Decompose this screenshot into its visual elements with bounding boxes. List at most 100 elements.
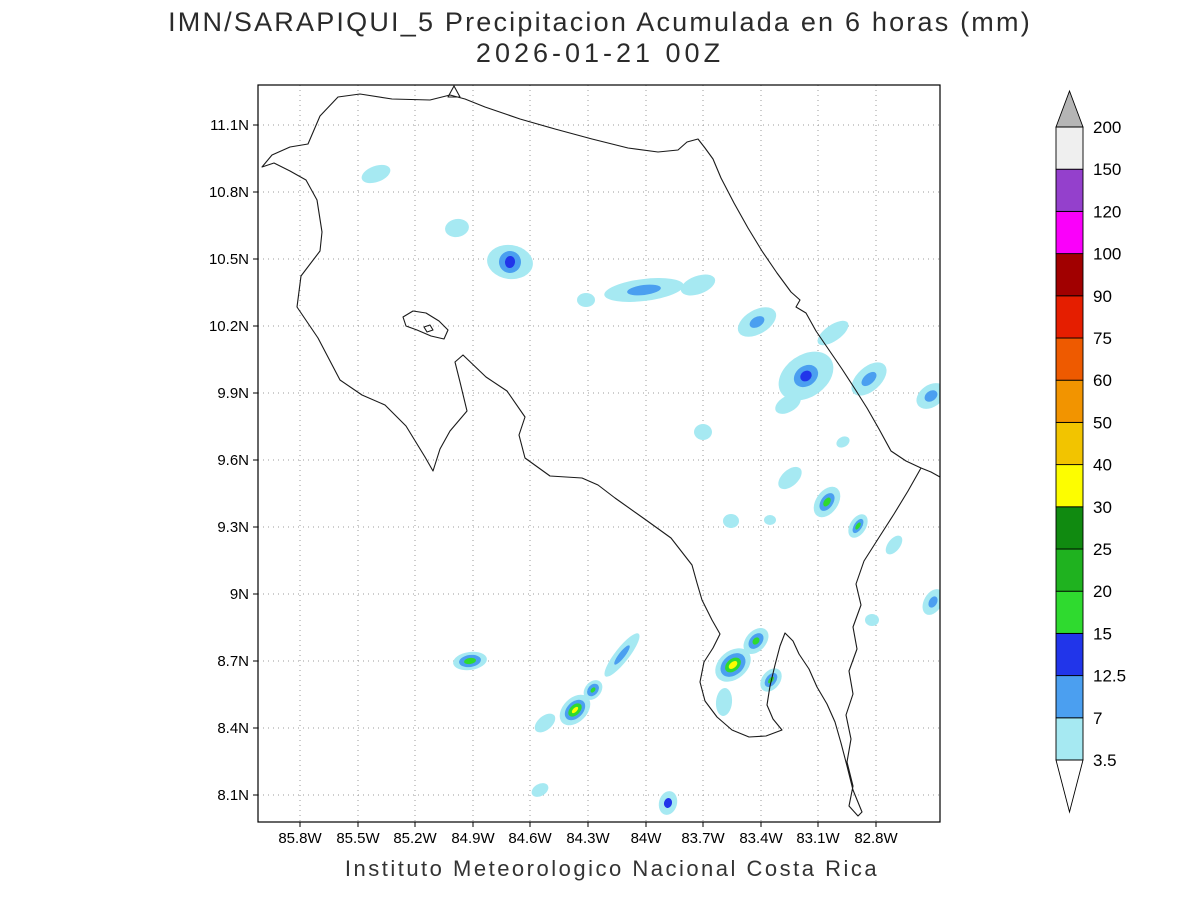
- colorbar-label: 150: [1093, 160, 1121, 179]
- colorbar-segment: [1055, 464, 1084, 508]
- precip-cell: [694, 424, 712, 440]
- y-tick-label: 10.5N: [209, 251, 249, 268]
- colorbar-segment: [1055, 337, 1084, 381]
- precip-contour: [823, 497, 831, 507]
- colorbar-label: 20: [1093, 582, 1112, 601]
- grid-lines: [258, 85, 940, 822]
- colorbar-segment: [1055, 717, 1084, 761]
- precip-contour: [577, 293, 595, 307]
- precip-contour: [663, 798, 673, 808]
- plot-border: [257, 84, 941, 823]
- colorbar-label: 30: [1093, 498, 1112, 517]
- colorbar-segment: [1055, 295, 1084, 339]
- x-tick-label: 85.2W: [393, 830, 437, 847]
- x-tick-label: 85.5W: [336, 830, 380, 847]
- colorbar-segment: [1055, 548, 1084, 592]
- coastline-path: [920, 467, 940, 478]
- colorbar-over-arrow: [1055, 89, 1084, 128]
- colorbar-label: 12.5: [1093, 667, 1126, 686]
- colorbar-label: 200: [1093, 118, 1121, 137]
- precip-contour: [464, 657, 476, 665]
- x-tick-label: 84W: [631, 830, 663, 847]
- x-tick-label: 82.8W: [854, 830, 898, 847]
- precip-contour: [800, 370, 812, 382]
- x-tick-label: 84.9W: [451, 830, 495, 847]
- precip-cell: [604, 278, 684, 302]
- x-tick-label: 83.7W: [681, 830, 725, 847]
- colorbar-segment: [1055, 253, 1084, 297]
- precip-cell: [817, 320, 849, 346]
- precipitation-shading: [361, 164, 940, 815]
- figure-title: IMN/SARAPIQUI_5 Precipitacion Acumulada …: [168, 7, 1032, 37]
- y-tick-label: 9.3N: [217, 519, 249, 536]
- precip-cell: [885, 535, 903, 555]
- precip-contour: [680, 274, 716, 296]
- coastline-path: [447, 85, 461, 98]
- precip-cell: [922, 589, 940, 615]
- y-tick-label: 8.7N: [217, 653, 249, 670]
- precip-contour: [590, 687, 596, 693]
- precip-cell: [851, 362, 887, 396]
- colorbar-segment: [1055, 421, 1084, 466]
- precip-cell: [778, 351, 834, 401]
- colorbar-segment: [1055, 590, 1084, 634]
- precip-cell: [445, 218, 469, 238]
- colorbar-segment: [1055, 506, 1084, 550]
- precip-contour: [531, 783, 549, 797]
- precip-contour: [928, 596, 938, 608]
- y-tick-label: 9N: [230, 586, 249, 603]
- precip-contour: [775, 394, 801, 414]
- colorbar-label: 7: [1093, 709, 1102, 728]
- colorbar-label: 40: [1093, 456, 1112, 475]
- precip-cell: [848, 514, 868, 538]
- colorbar-segment: [1055, 168, 1084, 212]
- precip-cell: [583, 680, 603, 700]
- precip-cell: [577, 293, 595, 307]
- precip-contour: [694, 424, 712, 440]
- precip-cell: [680, 274, 716, 296]
- precip-contour: [855, 522, 861, 530]
- axis-ticks: [253, 124, 877, 827]
- x-tick-label: 83.4W: [739, 830, 783, 847]
- colorbar-label: 25: [1093, 540, 1112, 559]
- y-tick-label: 11.1N: [210, 117, 249, 134]
- colorbar-segment: [1055, 126, 1084, 170]
- precip-cell: [453, 651, 487, 671]
- x-tick-label: 85.8W: [278, 830, 322, 847]
- y-tick-label: 9.6N: [217, 452, 249, 469]
- colorbar-label: 100: [1093, 245, 1121, 264]
- y-tick-label: 10.8N: [209, 184, 249, 201]
- precip-contour: [571, 706, 579, 714]
- precip-cell: [764, 515, 776, 525]
- x-axis-labels: 85.8W 85.5W 85.2W 84.9W 84.6W 84.3W 84W 83.7W 83…: [278, 830, 898, 847]
- colorbar-segment: [1055, 210, 1084, 255]
- precip-cell: [534, 713, 556, 733]
- precip-cell: [813, 486, 841, 518]
- precip-cell: [775, 394, 801, 414]
- precip-contour: [836, 436, 850, 448]
- x-tick-label: 83.1W: [796, 830, 840, 847]
- coastline-path: [423, 324, 434, 333]
- precip-cell: [865, 614, 879, 626]
- precip-contour: [924, 390, 938, 402]
- precip-contour: [504, 256, 516, 268]
- precip-cell: [559, 694, 591, 726]
- colorbar-label: 15: [1093, 624, 1112, 643]
- precip-contour: [627, 284, 661, 296]
- precip-contour: [715, 688, 733, 716]
- coastline-path: [402, 310, 449, 340]
- x-tick-label: 84.3W: [566, 830, 610, 847]
- y-tick-label: 8.4N: [217, 720, 249, 737]
- precip-contour: [764, 515, 776, 525]
- precip-cell: [361, 164, 391, 184]
- precip-contour: [614, 645, 630, 665]
- precip-contour: [749, 316, 765, 328]
- colorbar-label: 90: [1093, 287, 1112, 306]
- precip-contour: [778, 466, 802, 490]
- precip-contour: [752, 637, 760, 645]
- precip-cell: [723, 514, 739, 528]
- colorbar-segment: [1055, 379, 1084, 423]
- figure-subtitle: 2026-01-21 00Z: [475, 38, 725, 68]
